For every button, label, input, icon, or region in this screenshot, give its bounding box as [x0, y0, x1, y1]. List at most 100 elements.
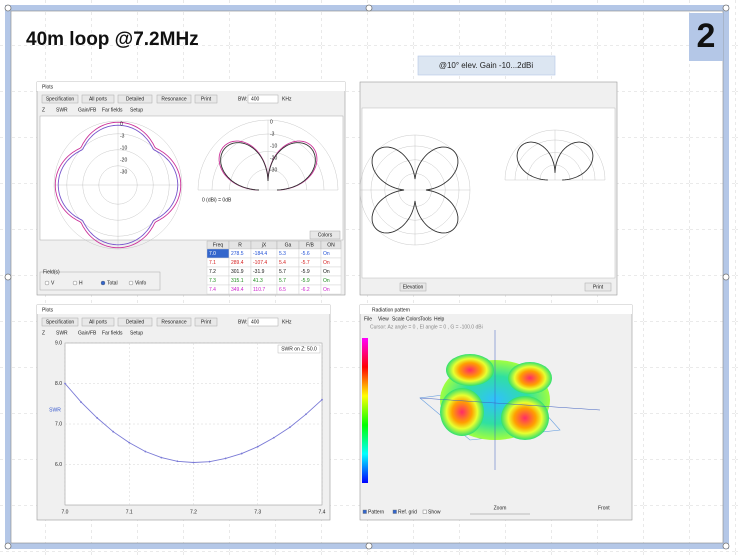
toolbar-button[interactable] — [584, 282, 612, 292]
title-bar — [37, 82, 345, 91]
radio[interactable] — [128, 280, 134, 286]
checkbox[interactable] — [422, 509, 427, 514]
bw-value: 400 — [251, 96, 260, 102]
polar-pattern — [371, 146, 459, 234]
x-tick-label: 7.2 — [190, 509, 197, 515]
toolbar-button[interactable] — [156, 317, 192, 327]
header-text: jX — [261, 242, 267, 248]
menu-item[interactable]: Help — [434, 316, 445, 322]
cell-text: On — [323, 287, 330, 293]
radio[interactable] — [44, 280, 50, 286]
cell-text: On — [323, 278, 330, 284]
cell-text: -5.6 — [301, 251, 310, 257]
radio[interactable] — [72, 280, 78, 286]
tab[interactable]: Gain/FB — [78, 107, 97, 113]
toolbar-button[interactable] — [81, 94, 115, 104]
toolbar-button[interactable] — [81, 317, 115, 327]
swr-point — [208, 460, 211, 463]
tab[interactable]: Far fields — [102, 107, 123, 113]
toolbar-button[interactable] — [41, 94, 79, 104]
cell-text: 278.5 — [231, 251, 244, 257]
y-tick-label: 9.0 — [55, 340, 62, 346]
title-bar — [360, 305, 632, 314]
button-label: Print — [201, 96, 212, 102]
button-label: Print — [201, 319, 212, 325]
checkbox[interactable] — [362, 509, 367, 514]
swr-point — [176, 460, 179, 463]
tab[interactable]: Far fields — [102, 330, 123, 336]
bw-label: BW: — [238, 319, 247, 325]
cell-text: -5.7 — [301, 260, 310, 266]
fields-box — [39, 271, 161, 291]
checkbox-label: Pattern — [368, 509, 384, 515]
checkbox[interactable] — [392, 509, 397, 514]
slide-number: 2 — [697, 17, 716, 55]
scale-note: 0 (dBi) = 0dB — [202, 197, 232, 203]
header-text: Ga — [285, 242, 292, 248]
radio[interactable] — [100, 280, 106, 286]
button-label: Detailed — [126, 96, 145, 102]
front-label: Front — [598, 505, 610, 511]
ring-label: -30 — [120, 169, 127, 175]
cell-text: 349.4 — [231, 287, 244, 293]
cell-text: 7.4 — [209, 287, 216, 293]
plot-area — [39, 115, 344, 241]
swr-point — [144, 450, 147, 453]
cell-text: 5.3 — [279, 251, 286, 257]
menu-item[interactable]: Tools — [420, 316, 432, 322]
header-text: R — [238, 242, 242, 248]
tab[interactable]: SWR — [56, 330, 68, 336]
toolbar-button[interactable] — [117, 94, 153, 104]
tab[interactable]: Z — [42, 330, 45, 336]
bw-unit: KHz — [282, 96, 292, 102]
polar-pattern — [54, 121, 182, 249]
cell-text: 5.4 — [279, 260, 286, 266]
toolbar-button[interactable] — [194, 317, 218, 327]
cell-text: On — [323, 251, 330, 257]
cell-text: -5.9 — [301, 278, 310, 284]
y-tick-label: 7.0 — [55, 421, 62, 427]
colors-label: Colors — [318, 232, 333, 238]
swr-point — [80, 401, 82, 404]
menu-item[interactable]: Colors — [406, 316, 421, 322]
toolbar-button[interactable] — [399, 282, 427, 292]
tab[interactable]: Z — [42, 107, 45, 113]
checkbox-label: Show — [428, 509, 441, 515]
ring-label: 0 — [270, 119, 273, 125]
swr-point — [305, 413, 307, 416]
button-label: Resonance — [161, 96, 187, 102]
number-box — [689, 13, 723, 61]
menu-item[interactable]: View — [378, 316, 389, 322]
toolbar-button[interactable] — [156, 94, 192, 104]
color-scale — [362, 338, 368, 483]
button-label: Specification — [46, 96, 75, 102]
header-text: Freq — [213, 242, 224, 248]
tab[interactable]: SWR — [56, 107, 68, 113]
swr-point — [272, 436, 275, 439]
bw-select[interactable] — [247, 317, 279, 327]
swr-point — [321, 398, 323, 401]
window-title: Radiation pattern — [372, 307, 410, 313]
menu-item[interactable]: Scale — [392, 316, 405, 322]
tab[interactable]: Setup — [130, 107, 143, 113]
cell-text: 6.5 — [279, 287, 286, 293]
tab[interactable]: Setup — [130, 330, 143, 336]
bw-select[interactable] — [247, 94, 279, 104]
toolbar-button[interactable] — [41, 317, 79, 327]
cell-text: 5.7 — [279, 269, 286, 275]
toolbar-button[interactable] — [194, 94, 218, 104]
zoom-label: Zoom — [494, 505, 507, 511]
ring-label: -30 — [270, 167, 277, 173]
button-label: Resonance — [161, 319, 187, 325]
cell-text: 301.9 — [231, 269, 244, 275]
3d-pattern — [419, 330, 601, 470]
menu-item[interactable]: File — [364, 316, 372, 322]
button-label: Elevation — [403, 284, 424, 290]
colors-button[interactable] — [309, 230, 341, 240]
tab[interactable]: Gain/FB — [78, 330, 97, 336]
cell-text: -6.2 — [301, 287, 310, 293]
swr-point — [288, 426, 291, 429]
polar-pattern — [57, 124, 179, 246]
cell-text: 7.2 — [209, 269, 216, 275]
toolbar-button[interactable] — [117, 317, 153, 327]
